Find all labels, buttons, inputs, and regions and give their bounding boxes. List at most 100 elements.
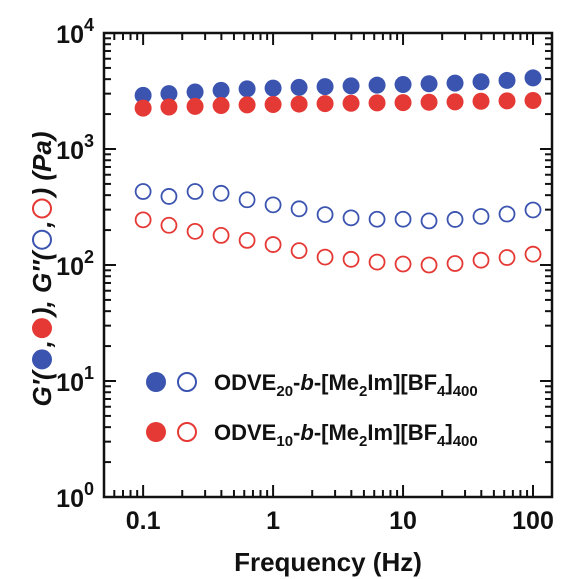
legend-filled-marker <box>146 372 166 392</box>
x-tick-label: 10 <box>389 507 417 535</box>
series-odve20-loss-modulus <box>134 183 542 230</box>
data-point <box>472 208 490 225</box>
y-title-text: G′( <box>27 368 57 406</box>
data-point <box>472 251 490 269</box>
data-point <box>160 98 178 116</box>
y-tick-label: 102 <box>56 247 94 281</box>
data-point <box>342 250 360 268</box>
data-point <box>316 248 334 266</box>
data-point <box>420 93 438 111</box>
data-point <box>446 211 464 228</box>
data-point <box>290 95 308 113</box>
y-tick-label: 101 <box>56 363 94 397</box>
y-title-text: , <box>27 340 57 348</box>
data-point <box>212 184 230 202</box>
data-point <box>446 255 464 272</box>
data-point <box>342 209 360 227</box>
data-point <box>420 212 438 230</box>
y-title-blue-filled-marker <box>32 349 52 370</box>
data-point <box>342 94 360 112</box>
data-point <box>524 245 542 263</box>
data-point <box>368 76 386 94</box>
x-tick-labels: 0.1 1 10 100 <box>126 507 554 535</box>
data-point <box>160 188 178 205</box>
legend-entry-odve10: ODVE10-b-[Me2Im][BF4]400 <box>146 420 478 450</box>
legend-entry-odve20: ODVE20-b-[Me2Im][BF4]400 <box>146 370 478 400</box>
legend-label: ODVE20-b-[Me2Im][BF4]400 <box>214 370 478 400</box>
data-point <box>134 183 152 200</box>
data-point <box>446 74 464 92</box>
data-point <box>290 242 308 260</box>
x-tick-label: 100 <box>512 507 554 535</box>
data-point <box>264 236 282 253</box>
data-point <box>394 94 412 112</box>
data-point <box>290 200 308 218</box>
data-point <box>238 80 256 98</box>
y-title-blue-open-marker <box>32 229 52 250</box>
data-point <box>524 69 542 87</box>
data-point <box>342 77 360 95</box>
data-points <box>134 69 542 274</box>
data-point <box>368 94 386 112</box>
data-point <box>420 256 438 274</box>
series-odve20-storage-modulus <box>134 69 542 104</box>
data-point <box>524 91 542 109</box>
axis-ticks <box>103 32 552 498</box>
data-point <box>134 86 152 104</box>
y-title-red-open-marker <box>32 198 52 219</box>
data-point <box>498 71 516 89</box>
y-tick-exponent: 4 <box>84 15 94 35</box>
data-point <box>238 231 256 249</box>
data-point <box>212 226 230 244</box>
data-point <box>498 249 516 266</box>
x-tick-label: 0.1 <box>126 507 161 535</box>
y-tick-label: 103 <box>56 131 94 165</box>
legend-open-marker <box>177 422 197 442</box>
data-point <box>446 93 464 111</box>
x-tick-label: 1 <box>266 507 280 535</box>
data-point <box>316 95 334 113</box>
y-axis-title: G′(, ), G″(, ) (Pa) <box>27 131 57 406</box>
series-odve10-storage-modulus <box>134 91 542 117</box>
data-point <box>264 95 282 113</box>
series-odve10-loss-modulus <box>134 211 542 274</box>
y-tick-exponent: 0 <box>84 479 94 499</box>
y-title-text: ) (Pa) <box>27 131 57 199</box>
data-point <box>134 211 152 229</box>
y-tick-label: 100 <box>56 479 94 513</box>
y-tick-exponent: 2 <box>84 247 94 267</box>
legend-filled-marker <box>146 422 166 442</box>
data-point <box>212 97 230 115</box>
data-point <box>238 191 256 209</box>
y-tick-base: 10 <box>56 485 84 513</box>
data-point <box>316 206 334 223</box>
data-point <box>524 201 542 219</box>
y-title-text: , <box>27 220 57 228</box>
data-point <box>368 210 386 228</box>
y-tick-label: 104 <box>56 15 94 49</box>
data-point <box>186 83 204 101</box>
data-point <box>290 78 308 96</box>
legend-label: ODVE10-b-[Me2Im][BF4]400 <box>214 420 478 450</box>
data-point <box>134 99 152 117</box>
data-point <box>472 92 490 110</box>
data-point <box>186 222 204 240</box>
legend: ODVE20-b-[Me2Im][BF4]400 ODVE10-b-[Me2Im]… <box>146 370 478 450</box>
data-point <box>186 97 204 115</box>
data-point <box>420 75 438 93</box>
y-tick-base: 10 <box>56 369 84 397</box>
legend-open-marker <box>177 372 197 392</box>
data-point <box>186 183 204 200</box>
y-tick-base: 10 <box>56 21 84 49</box>
data-point <box>160 85 178 103</box>
x-axis-title: Frequency (Hz) <box>234 547 422 577</box>
y-tick-exponent: 3 <box>84 131 94 151</box>
y-title-text: ), G″( <box>27 248 57 319</box>
data-point <box>368 253 386 271</box>
y-tick-exponent: 1 <box>84 363 94 383</box>
data-point <box>316 78 334 96</box>
data-point <box>264 79 282 97</box>
data-point <box>212 81 230 99</box>
